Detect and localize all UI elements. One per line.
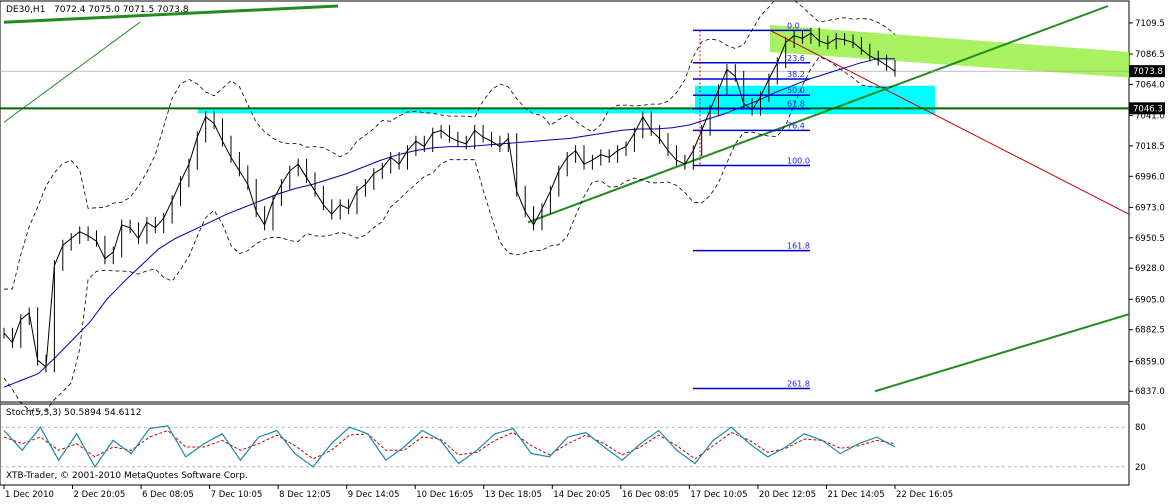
y-tick-label: 6928.0	[1135, 264, 1165, 274]
level-price-label: 7046.3	[1133, 104, 1163, 114]
fib-level-label: 23.6	[787, 54, 805, 63]
stoch-tick-label: 20	[1135, 463, 1146, 473]
fib-level-label: 50.0	[787, 86, 805, 95]
fibonacci-layer: 0.0 23.6 38.2 50.0 61.8 76.4 100.0 161.8 261.8	[693, 21, 810, 390]
y-tick-label: 6950.5	[1135, 234, 1165, 244]
y-tick-label: 7018.5	[1135, 142, 1165, 152]
x-tick-label: 14 Dec 20:05	[553, 490, 610, 500]
current-price-label: 7073.8	[1133, 67, 1163, 77]
current-price-label-bg	[1129, 65, 1165, 78]
axes-layer: 7109.5 7086.5 7064.0 7041.0 7018.5 6996.0 6973…	[3, 19, 1165, 500]
fib-level-label: 161.8	[787, 242, 810, 251]
series-layer	[3, 0, 896, 412]
x-tick-label: 9 Dec 14:05	[348, 490, 400, 500]
chart-symbol: DE30,H1	[6, 5, 45, 15]
y-tick-label: 7086.5	[1135, 50, 1165, 60]
stoch-label: Stoch(5,3,3) 50.5894 54.6112	[6, 408, 141, 418]
x-tick-label: 1 Dec 2010	[5, 490, 54, 500]
x-tick-label: 6 Dec 08:05	[142, 490, 194, 500]
x-tick-label: 22 Dec 16:05	[896, 490, 953, 500]
fib-level-label: 261.8	[787, 380, 810, 389]
x-tick-label: 2 Dec 20:05	[74, 490, 126, 500]
x-tick-label: 21 Dec 14:05	[827, 490, 884, 500]
fib-level-label: 76.4	[787, 121, 805, 130]
stoch-layer: 80 20	[0, 423, 1146, 473]
lower-trend-line	[874, 313, 1130, 393]
y-tick-label: 7041.0	[1135, 111, 1165, 121]
x-tick-label: 16 Dec 08:05	[622, 490, 679, 500]
y-tick-label: 7109.5	[1135, 19, 1165, 29]
x-tick-label: 10 Dec 16:05	[416, 490, 473, 500]
y-tick-label: 6996.0	[1135, 172, 1165, 182]
y-tick-label: 6859.0	[1135, 358, 1165, 368]
fib-level-label: 61.8	[787, 100, 805, 109]
chart-ohlc: 7072.4 7075.0 7071.5 7073.8	[54, 5, 189, 15]
x-tick-label: 20 Dec 12:05	[759, 490, 816, 500]
bollinger-upper	[3, 0, 896, 290]
y-tick-label: 6882.5	[1135, 326, 1165, 336]
cyan-strip	[198, 109, 918, 114]
watermark: XTB-Trader, © 2001-2010 MetaQuotes Softw…	[6, 471, 248, 481]
y-tick-label: 6905.0	[1135, 295, 1165, 305]
y-tick-label: 6973.0	[1135, 203, 1165, 213]
fib-level-label: 38.2	[787, 70, 805, 79]
level-price-label-bg	[1129, 102, 1165, 115]
stoch-signal-line	[3, 429, 896, 460]
price-bars	[3, 27, 896, 373]
regression-channel	[770, 24, 1129, 78]
y-tick-label: 7064.0	[1135, 80, 1165, 90]
fib-level-label: 100.0	[787, 157, 810, 166]
price-line	[3, 32, 896, 368]
x-tick-label: 13 Dec 18:05	[485, 490, 542, 500]
x-tick-label: 17 Dec 10:05	[690, 490, 747, 500]
fib-level-label: 0.0	[787, 21, 800, 30]
x-tick-label: 8 Dec 12:05	[279, 490, 331, 500]
bollinger-lower	[3, 56, 896, 412]
stoch-tick-label: 80	[1135, 423, 1146, 433]
stoch-panel-frame	[0, 403, 1130, 486]
y-tick-label: 6837.0	[1135, 387, 1165, 397]
x-tick-label: 7 Dec 10:05	[211, 490, 263, 500]
support-trend-line	[527, 5, 1109, 224]
stoch-main-line	[3, 425, 896, 468]
thin-trend-line	[3, 21, 141, 123]
upper-trend-line	[3, 4, 339, 24]
